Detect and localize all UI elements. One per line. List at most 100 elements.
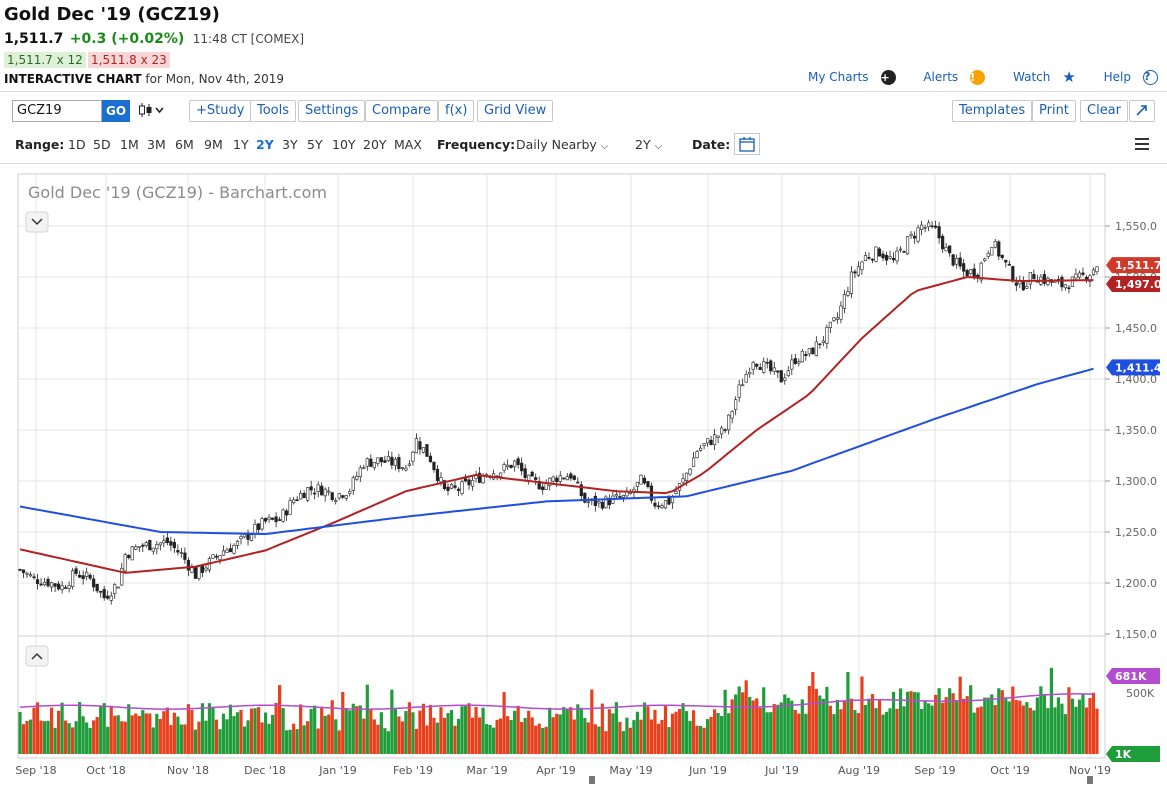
scroll-handle-right[interactable] <box>1087 776 1093 784</box>
volume-bar <box>39 720 43 754</box>
candle-body <box>78 574 82 578</box>
volume-bar <box>856 713 861 754</box>
templates-button[interactable]: Templates <box>952 100 1033 122</box>
volume-bar <box>53 727 57 754</box>
volume-bar <box>976 707 980 754</box>
candle-body <box>235 541 240 546</box>
fx-button[interactable]: f(x) <box>438 100 475 122</box>
price-chart[interactable]: Gold Dec '19 (GCZ19) - Barchart.com 1,15… <box>0 166 1167 784</box>
candle-body <box>418 441 422 450</box>
volume-bar <box>509 719 513 754</box>
watch-link[interactable]: Watch ★ <box>1001 68 1076 86</box>
volume-bar <box>260 722 264 754</box>
range-option[interactable]: 10Y <box>332 137 356 152</box>
volume-bar <box>421 703 426 754</box>
volume-bar <box>997 688 1001 754</box>
range-option[interactable]: 1D <box>68 137 86 152</box>
candle-body <box>744 374 748 383</box>
range-option[interactable]: 1M <box>120 137 139 152</box>
volume-bar <box>656 723 661 754</box>
candle-body <box>281 509 285 522</box>
candle-body <box>109 595 113 601</box>
range-option[interactable]: 9M <box>204 137 223 152</box>
range-option[interactable]: 1Y <box>233 137 249 152</box>
volume-bar <box>986 697 990 754</box>
volume-bar <box>793 709 797 754</box>
chart-title: Gold Dec '19 (GCZ19) - Barchart.com <box>28 183 327 202</box>
range-option[interactable]: MAX <box>394 137 422 152</box>
collapse-price-button[interactable] <box>25 211 49 233</box>
volume-bar <box>218 729 222 754</box>
volume-bar <box>874 708 878 754</box>
candle-body <box>509 464 513 469</box>
range-option[interactable]: 20Y <box>363 137 387 152</box>
period-select[interactable]: 2Y ⌵ <box>635 137 662 152</box>
alerts-link[interactable]: Alerts! <box>911 69 986 85</box>
volume-bar <box>684 711 689 754</box>
grid-view-button[interactable]: Grid View <box>477 100 554 122</box>
volume-bar <box>172 712 176 754</box>
help-link[interactable]: Help? <box>1092 69 1158 85</box>
volume-bar <box>397 716 401 754</box>
volume-bar <box>618 721 622 754</box>
volume-bar <box>488 724 492 754</box>
hamburger-menu-icon[interactable] <box>1135 138 1149 153</box>
candle-body <box>667 497 671 505</box>
frequency-select[interactable]: Daily Nearby ⌵ <box>516 137 608 152</box>
print-button[interactable]: Print <box>1032 100 1076 122</box>
candle-body <box>302 492 306 499</box>
candle-body <box>470 479 475 487</box>
candle-body <box>288 500 292 515</box>
candle-body <box>660 505 664 508</box>
volume-bar <box>670 713 675 754</box>
clear-button[interactable]: Clear <box>1080 100 1128 122</box>
candle-body <box>211 554 215 559</box>
candle-body <box>190 567 194 573</box>
volume-bar <box>302 725 306 754</box>
help-icon: ? <box>1143 69 1158 85</box>
volume-bar <box>348 710 352 754</box>
date-picker-button[interactable] <box>734 133 760 155</box>
range-option[interactable]: 5D <box>93 137 111 152</box>
volume-bar <box>748 696 752 754</box>
help-label: Help <box>1103 70 1131 84</box>
candle-body <box>618 496 622 498</box>
volume-bar <box>751 700 755 754</box>
study-button[interactable]: +Study <box>189 100 252 122</box>
range-option-active[interactable]: 2Y <box>256 137 274 152</box>
last-price-tag: 1,511.7 <box>1115 259 1162 272</box>
symbol-input[interactable]: GCZ19 <box>12 100 102 122</box>
volume-bar <box>948 688 952 754</box>
candle-body <box>937 226 941 239</box>
volume-bar <box>597 726 601 754</box>
ma50-tag-bg <box>1106 276 1160 293</box>
collapse-volume-button[interactable] <box>25 645 49 667</box>
range-option[interactable]: 5Y <box>307 137 323 152</box>
chart-type-dropdown[interactable] <box>138 102 164 122</box>
settings-button[interactable]: Settings <box>298 100 366 122</box>
go-button[interactable]: GO <box>102 100 130 122</box>
candle-body <box>863 255 868 261</box>
tools-button[interactable]: Tools <box>250 100 297 122</box>
compare-button[interactable]: Compare <box>365 100 438 122</box>
range-option[interactable]: 6M <box>175 137 194 152</box>
my-charts-link[interactable]: My Charts + <box>796 69 896 85</box>
range-option[interactable]: 3M <box>147 137 166 152</box>
expand-button[interactable] <box>1129 100 1155 122</box>
candle-body <box>828 321 832 328</box>
volume-bar <box>660 719 664 754</box>
candle-body <box>558 475 562 482</box>
candle-body <box>32 576 36 579</box>
candle-body <box>21 569 26 574</box>
volume-bar <box>548 707 552 754</box>
calendar-icon <box>739 137 755 152</box>
scroll-handle-left[interactable] <box>589 776 595 784</box>
volume-bar <box>428 704 433 754</box>
candle-body <box>681 478 685 483</box>
volume-bar <box>499 718 503 754</box>
volume-bar <box>860 676 864 754</box>
volume-bar <box>411 712 415 754</box>
range-option[interactable]: 3Y <box>282 137 298 152</box>
candle-body <box>123 554 127 572</box>
volume-bar <box>1004 698 1008 754</box>
